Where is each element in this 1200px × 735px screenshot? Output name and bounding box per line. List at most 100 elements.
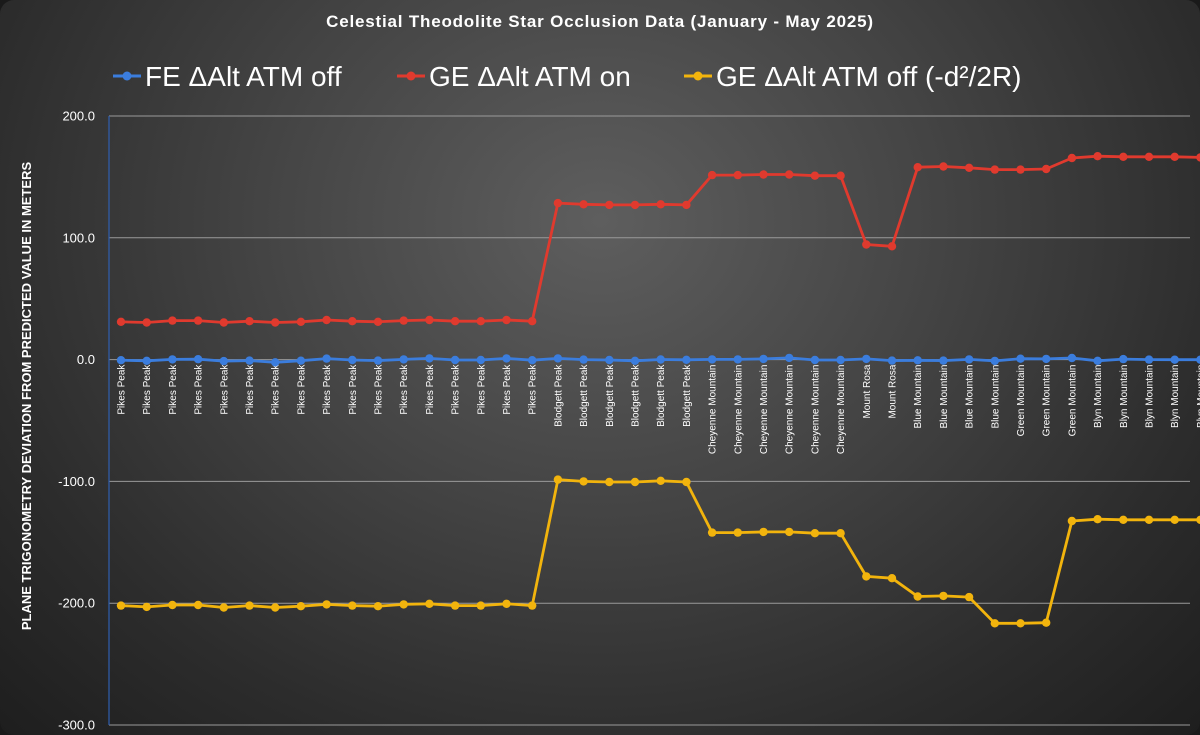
data-point [1196,355,1200,364]
data-point [502,599,511,608]
data-point [1170,152,1179,161]
data-point [759,354,768,364]
data-point [605,355,614,365]
x-tick-label: Pikes Peak [451,364,462,415]
data-point [990,619,999,628]
data-point [1067,353,1077,363]
data-point [579,355,588,364]
x-tick-label: Pikes Peak [168,364,179,415]
data-point [116,317,126,326]
data-point [707,528,717,537]
x-tick-label: Blodgett Peak [553,364,564,427]
data-point [964,592,974,602]
x-tick-label: Blyn Mountain [1119,365,1130,428]
x-tick-label: Green Mountain [1042,365,1053,437]
data-point [1119,515,1128,524]
data-point [1042,354,1051,364]
x-tick-label: Blue Mountain [939,365,950,429]
data-point [862,572,871,581]
data-point [733,355,742,364]
data-point [887,242,897,251]
data-point [193,316,203,325]
data-point [707,355,717,364]
data-point [116,601,126,610]
legend: FE ΔAlt ATM off GE ΔAlt ATM on GE ΔAlt ATM… [113,61,1022,92]
data-point [193,355,203,364]
data-point [887,574,897,583]
data-point [887,356,897,365]
x-tick-label: Cheyenne Mountain [759,365,770,455]
series-2 [116,152,1200,327]
x-tick-label: Blyn Mountain [1145,365,1156,428]
data-point [219,603,228,612]
data-point [425,599,434,608]
data-point [1042,164,1051,174]
x-tick-label: Blyn Mountain [1196,365,1200,428]
data-point [502,354,511,363]
data-point [707,170,717,180]
data-point [1196,153,1200,162]
data-point [528,601,537,610]
data-point [1067,516,1077,526]
data-point [964,355,974,364]
data-point [579,477,588,486]
data-point [785,170,794,179]
data-point [193,600,203,610]
data-point [245,601,254,610]
data-point [990,356,999,366]
data-point [425,315,434,325]
data-point [142,602,151,612]
data-point [656,200,665,209]
data-point [785,527,794,537]
data-point [990,165,999,174]
data-point [656,476,665,485]
data-point [1196,515,1200,524]
data-point [245,356,254,365]
data-point [759,527,768,537]
x-tick-label: Pikes Peak [117,364,128,415]
data-point [939,591,948,601]
data-point [1067,153,1077,163]
x-tick-label: Pikes Peak [476,364,487,415]
x-tick-label: Pikes Peak [348,364,359,415]
y-tick-label: -100.0 [58,474,95,489]
series-layer [116,152,1200,628]
data-point [785,353,794,363]
data-point [322,354,331,363]
data-point [1016,619,1025,628]
y-tick-label: 100.0 [62,230,95,245]
x-tick-label: Cheyenne Mountain [836,365,847,455]
x-tick-label: Pikes Peak [528,364,539,415]
x-tick-label: Blodgett Peak [631,364,642,427]
data-point [810,355,820,365]
data-point [502,315,511,325]
y-tick-label: -200.0 [58,596,95,611]
data-point [399,316,408,325]
data-point [1144,515,1154,524]
series-1 [116,353,1200,367]
data-point [348,601,357,610]
data-point [862,240,871,249]
data-point [1093,515,1102,524]
legend-marker [693,71,703,81]
data-point [1042,618,1051,627]
data-point [1144,152,1154,161]
data-point [245,317,254,326]
x-tick-label: Blodgett Peak [656,364,667,427]
data-point [553,198,563,208]
x-tick-label: Blue Mountain [990,365,1001,429]
data-point [476,355,485,365]
data-point [373,356,383,365]
x-axis-tick-labels: Pikes Peak Pikes Peak Pikes Peak Pikes Peak… [117,364,1200,455]
x-tick-label: Pikes Peak [425,364,436,415]
x-tick-label: Pikes Peak [219,364,230,415]
data-point [450,317,460,326]
data-point [630,200,640,210]
data-point [656,355,665,364]
x-tick-label: Cheyenne Mountain [810,365,821,455]
data-point [142,356,151,365]
data-point [373,317,383,326]
data-point [476,601,485,610]
x-tick-label: Blodgett Peak [682,364,693,427]
